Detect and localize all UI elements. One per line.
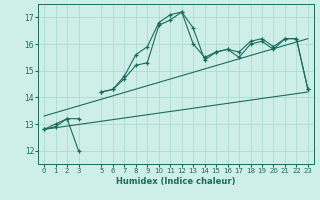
X-axis label: Humidex (Indice chaleur): Humidex (Indice chaleur): [116, 177, 236, 186]
